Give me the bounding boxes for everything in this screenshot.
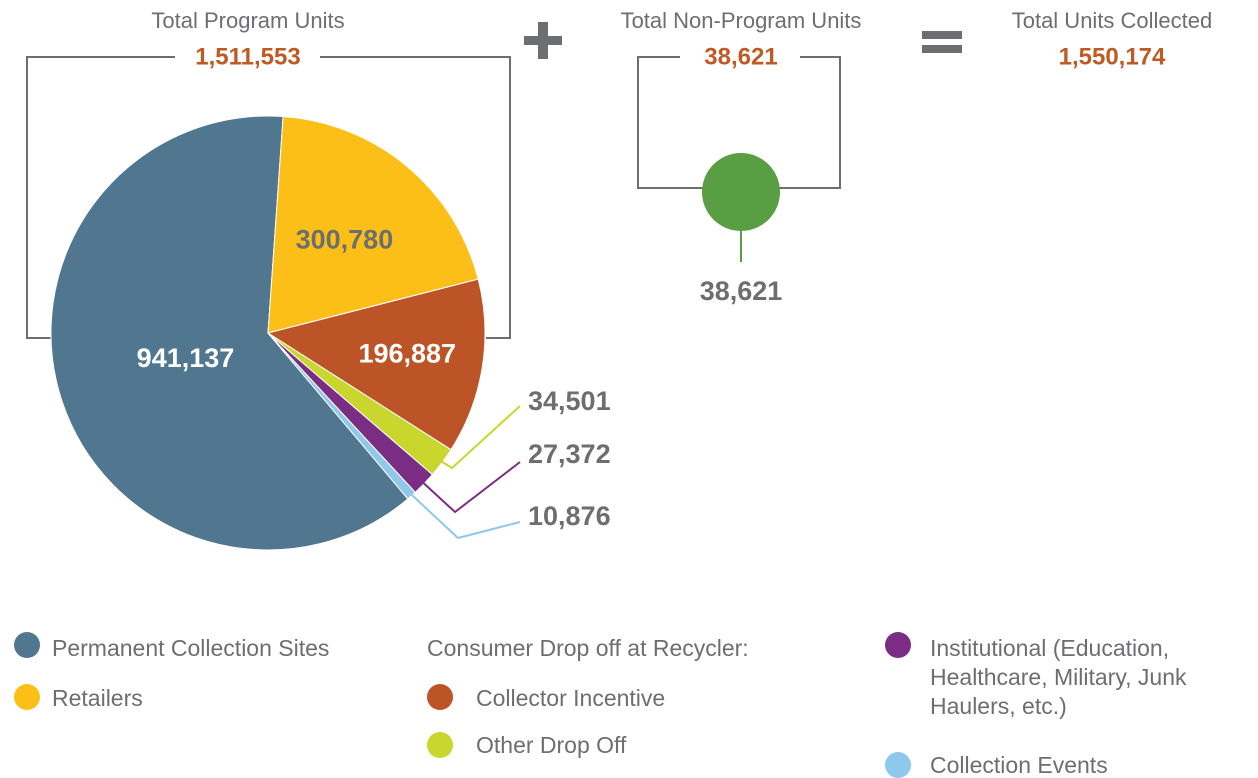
pie-slice: [267, 115, 479, 334]
value-label: 38,621: [700, 276, 783, 306]
legend-label: Collection Events: [930, 752, 1108, 778]
bracket: [26, 56, 175, 339]
total-value: 1,550,174: [1059, 43, 1166, 70]
leader-line: [406, 490, 521, 540]
total-value: 38,621: [704, 43, 777, 70]
legend-swatch: [427, 732, 453, 758]
legend-label: Permanent Collection Sites: [52, 635, 330, 661]
pie-slice: [50, 115, 409, 551]
value-label: 34,501: [528, 386, 611, 416]
total-label: Total Units Collected: [1012, 8, 1213, 33]
bracket: [637, 56, 703, 189]
total-label: Total Program Units: [151, 8, 344, 33]
total-label: Total Non-Program Units: [621, 8, 862, 33]
value-label: 27,372: [528, 439, 611, 469]
brackets: [26, 56, 841, 339]
legend-swatch: [14, 632, 40, 658]
value-label: 10,876: [528, 501, 611, 531]
value-label: 300,780: [296, 224, 394, 254]
value-label: 941,137: [137, 343, 235, 373]
legend-title: Consumer Drop off at Recycler:: [427, 635, 749, 661]
leader-line: [418, 461, 521, 514]
legend-swatch: [885, 752, 911, 778]
total-value: 1,511,553: [195, 43, 300, 70]
bracket: [320, 56, 511, 339]
legend-label: Other Drop Off: [476, 732, 627, 758]
legend-swatch: [427, 684, 453, 710]
non-program-dot: [702, 153, 780, 231]
legend-label: Retailers: [52, 685, 143, 711]
leader-line: [436, 405, 521, 470]
legend-swatch: [885, 632, 911, 658]
bracket: [779, 56, 841, 189]
equals-sign: [922, 31, 962, 53]
pie-slice: [266, 278, 486, 451]
legend-swatch: [14, 684, 40, 710]
value-label: 196,887: [358, 338, 456, 368]
legend-label: Collector Incentive: [476, 685, 666, 711]
plus-sign: [524, 22, 562, 59]
legend-label: Institutional (Education, Healthcare, Mi…: [930, 635, 1187, 719]
